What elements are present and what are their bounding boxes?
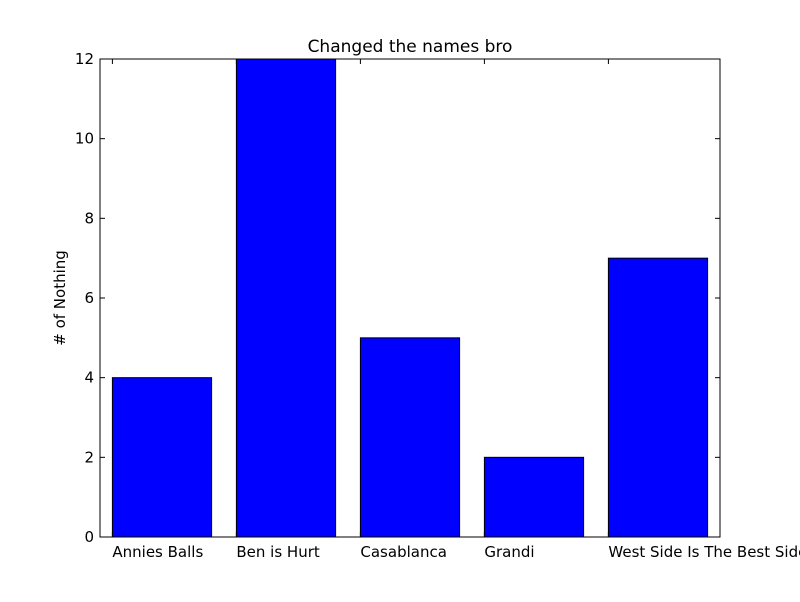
x-tick-label-0: Annies Balls bbox=[112, 543, 203, 561]
x-tick-label-4: West Side Is The Best Side bbox=[608, 543, 800, 561]
y-tick-label-1: 2 bbox=[84, 448, 94, 466]
y-tick-label-5: 10 bbox=[75, 130, 94, 148]
x-tick-label-3: Grandi bbox=[484, 543, 534, 561]
y-tick-label-2: 4 bbox=[84, 369, 94, 387]
chart-title: Changed the names bro bbox=[308, 37, 513, 57]
y-tick-label-3: 6 bbox=[84, 289, 94, 307]
bar-1 bbox=[235, 58, 337, 538]
y-axis-label: # of Nothing bbox=[51, 250, 69, 346]
plot-frame bbox=[99, 58, 721, 538]
bar-2 bbox=[359, 337, 461, 538]
y-tick-label-0: 0 bbox=[84, 528, 94, 546]
bars-group bbox=[111, 58, 709, 538]
bar-3 bbox=[483, 456, 585, 538]
x-tick-label-1: Ben is Hurt bbox=[236, 543, 319, 561]
x-tick-label-2: Casablanca bbox=[360, 543, 447, 561]
bar-4 bbox=[607, 257, 709, 538]
ticks-group: Annies Balls Ben is Hurt Casablanca Grandi W… bbox=[75, 50, 800, 561]
y-tick-label-4: 8 bbox=[84, 209, 94, 227]
y-tick-label-6: 12 bbox=[75, 50, 94, 68]
bar-0 bbox=[111, 377, 213, 538]
